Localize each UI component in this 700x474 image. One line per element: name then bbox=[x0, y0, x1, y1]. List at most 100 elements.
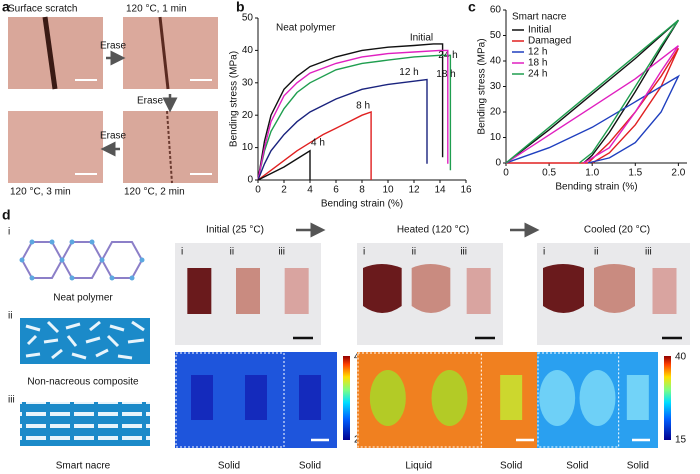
x-tick-label: 2 bbox=[281, 185, 287, 196]
caption: 120 °C, 1 min bbox=[126, 4, 187, 15]
platelets bbox=[25, 320, 145, 360]
series-label: Initial bbox=[410, 33, 433, 44]
panel-label: b bbox=[236, 0, 245, 15]
column-header: Initial (25 °C) bbox=[206, 225, 264, 236]
series-line bbox=[257, 49, 449, 181]
sample bbox=[594, 264, 635, 313]
panel-label: a bbox=[2, 0, 10, 15]
sample bbox=[284, 268, 309, 314]
caption: 120 °C, 3 min bbox=[10, 187, 71, 198]
sample bbox=[363, 264, 402, 313]
column-header: Heated (120 °C) bbox=[397, 225, 469, 236]
series-label: 8 h bbox=[356, 101, 370, 112]
x-tick-label: 0.5 bbox=[542, 168, 556, 179]
state-label: Solid bbox=[299, 461, 321, 472]
scale-bar bbox=[75, 79, 212, 175]
colorbar bbox=[664, 356, 671, 440]
panel-label: c bbox=[468, 0, 476, 15]
colorbar-min: 15 bbox=[675, 435, 687, 446]
series-line bbox=[505, 19, 679, 164]
x-tick-label: 2.0 bbox=[671, 168, 685, 179]
sample-label: ii bbox=[230, 247, 234, 258]
x-axis-label: Bending strain (%) bbox=[321, 199, 403, 210]
legend-label: 12 h bbox=[528, 47, 547, 58]
column-header: Cooled (20 °C) bbox=[584, 225, 650, 236]
legend-label: Damaged bbox=[528, 36, 571, 47]
series-line bbox=[506, 47, 680, 164]
y-tick-label: 40 bbox=[242, 45, 254, 56]
thermal-blob bbox=[626, 375, 649, 420]
scratch bbox=[166, 110, 173, 184]
numeral: ii bbox=[8, 311, 12, 322]
x-tick-label: 12 bbox=[408, 185, 420, 196]
caption: 120 °C, 2 min bbox=[124, 187, 185, 198]
colorbar-max: 40 bbox=[675, 352, 687, 363]
sample bbox=[652, 268, 677, 314]
sample-label: ii bbox=[412, 247, 416, 258]
sample bbox=[187, 268, 212, 314]
arrow-label: Erase bbox=[137, 96, 164, 107]
structure-label: Non-nacreous composite bbox=[27, 377, 139, 388]
divider-box bbox=[537, 352, 620, 448]
thermal-blob bbox=[431, 370, 468, 426]
y-tick-label: 20 bbox=[490, 107, 502, 118]
scratch bbox=[42, 16, 58, 90]
x-tick-label: 10 bbox=[382, 185, 394, 196]
micrograph bbox=[123, 17, 218, 89]
colorbar bbox=[343, 356, 350, 440]
state-label: Solid bbox=[566, 461, 588, 472]
series-line bbox=[505, 45, 679, 164]
panel-a: Surface scratch 120 °C, 1 min 120 °C, 2 … bbox=[8, 4, 218, 198]
sample-label: iii bbox=[645, 247, 652, 258]
x-tick-label: 6 bbox=[333, 185, 339, 196]
micrograph bbox=[8, 111, 103, 183]
x-tick-label: 1.5 bbox=[628, 168, 642, 179]
x-tick-label: 8 bbox=[359, 185, 365, 196]
sample bbox=[466, 268, 491, 314]
panel-d-structures: i Neat polymer ii Non-nacreous composite… bbox=[8, 227, 150, 472]
sample-label: iii bbox=[278, 247, 285, 258]
series-label: 4 h bbox=[311, 137, 325, 148]
arrow-label: Erase bbox=[100, 131, 127, 142]
series-line bbox=[257, 111, 372, 181]
sample-label: i bbox=[363, 247, 365, 258]
x-tick-label: 4 bbox=[307, 185, 313, 196]
series-label: 12 h bbox=[399, 67, 418, 78]
state-label: Solid bbox=[218, 461, 240, 472]
structure-label: Smart nacre bbox=[56, 461, 111, 472]
network bbox=[20, 241, 144, 279]
state-label: Solid bbox=[500, 461, 522, 472]
thermal-blob bbox=[369, 370, 406, 426]
chart-title: Neat polymer bbox=[276, 23, 336, 34]
y-tick-label: 60 bbox=[490, 5, 502, 16]
x-tick-label: 14 bbox=[434, 185, 446, 196]
x-tick-label: 1.0 bbox=[585, 168, 599, 179]
y-tick-label: 30 bbox=[490, 81, 502, 92]
y-axis-label: Bending stress (MPa) bbox=[477, 38, 488, 134]
series-line bbox=[505, 19, 679, 164]
sample bbox=[543, 264, 584, 313]
state-label: Solid bbox=[627, 461, 649, 472]
arrow-label: Erase bbox=[100, 41, 127, 52]
state-label: Liquid bbox=[405, 461, 432, 472]
numeral: i bbox=[8, 227, 10, 238]
sample-label: i bbox=[181, 247, 183, 258]
divider-box bbox=[175, 352, 285, 448]
x-axis-label: Bending strain (%) bbox=[555, 182, 637, 193]
y-tick-label: 10 bbox=[242, 142, 254, 153]
y-tick-label: 30 bbox=[242, 77, 254, 88]
y-tick-label: 0 bbox=[247, 175, 253, 186]
divider-box bbox=[357, 352, 482, 448]
y-tick-label: 0 bbox=[495, 158, 501, 169]
thermal-blob bbox=[539, 370, 576, 426]
structure-label: Neat polymer bbox=[53, 293, 113, 304]
legend-label: Initial bbox=[528, 25, 551, 36]
scratch bbox=[158, 16, 170, 90]
y-tick-label: 50 bbox=[490, 30, 502, 41]
series-line bbox=[257, 149, 311, 181]
nacre bbox=[20, 402, 150, 446]
thermal-blob bbox=[245, 375, 267, 420]
thermal-blob bbox=[500, 375, 523, 420]
series-label: 18 h bbox=[436, 69, 455, 80]
caption: Surface scratch bbox=[8, 4, 77, 15]
